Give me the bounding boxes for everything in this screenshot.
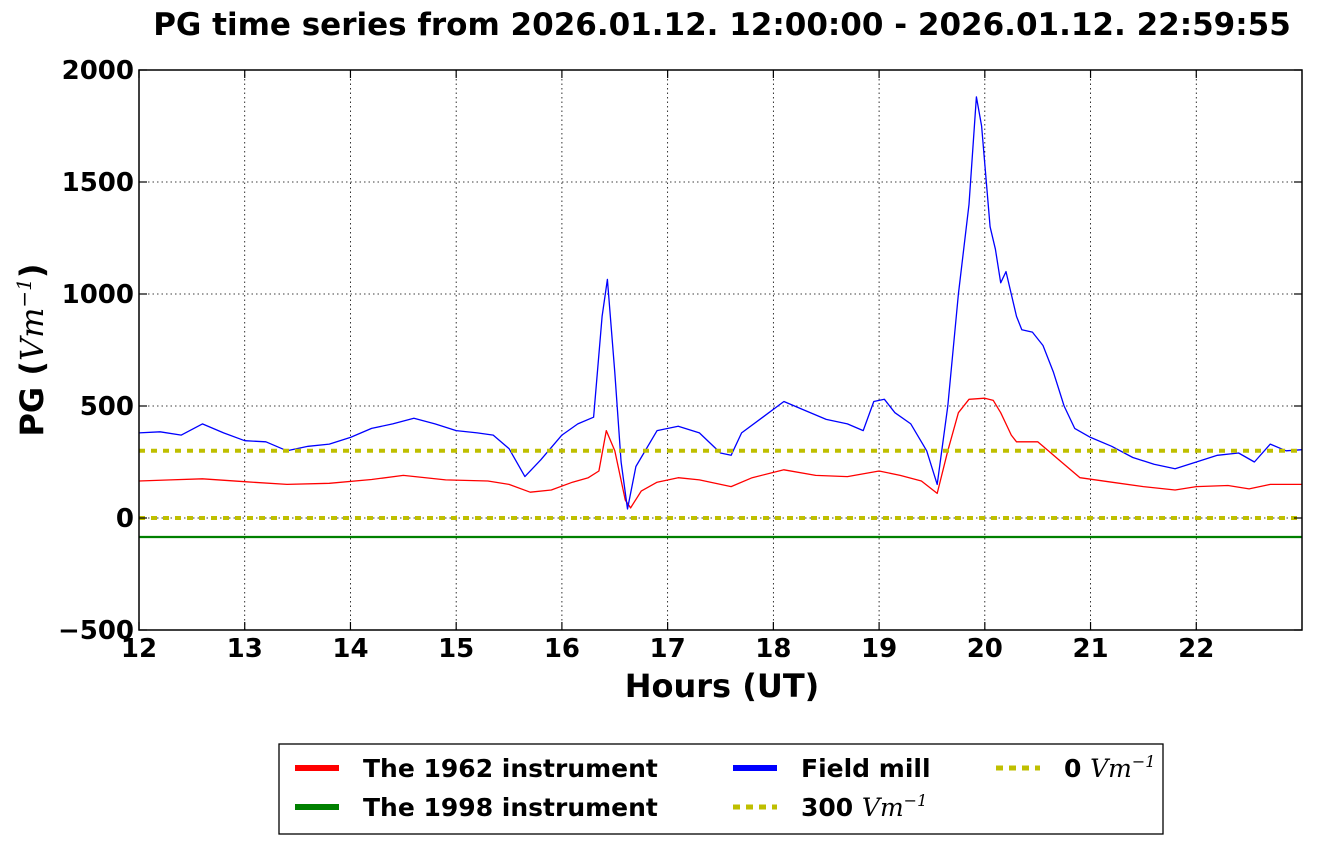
x-tick-label: 17 [650, 634, 686, 664]
y-axis-label-prefix: PG ( [13, 361, 51, 436]
axis-ticks: 12 13 14 15 16 17 18 19 20 21 22 −500 0 500 1000 1500 20… [58, 56, 1302, 664]
series-layer [138, 96, 1303, 539]
y-tick-label: 2000 [62, 56, 134, 86]
legend-label-3: 300 Vm−1 [801, 791, 927, 822]
legend-label-1: The 1998 instrument [363, 793, 658, 822]
y-axis-label-exponent: −1 [12, 278, 36, 307]
y-tick-label: 1000 [62, 280, 134, 310]
x-axis-label: Hours (UT) [625, 667, 820, 705]
y-axis-label: PG (Vm−1) [12, 263, 51, 436]
legend: The 1962 instrument The 1998 instrument Fi… [278, 743, 1164, 835]
plot-frame [138, 69, 1303, 631]
x-tick-label: 12 [121, 634, 157, 664]
legend-label-0: The 1962 instrument [363, 754, 658, 783]
x-tick-label: 19 [861, 634, 897, 664]
y-axis-label-unit: Vm [13, 308, 51, 361]
x-tick-label: 16 [544, 634, 580, 664]
y-tick-label: −500 [58, 616, 134, 646]
grid-lines [139, 70, 1302, 630]
legend-label-4: 0 Vm−1 [1064, 752, 1155, 783]
legend-box [278, 743, 1164, 835]
x-tick-label: 21 [1072, 634, 1108, 664]
x-tick-label: 20 [967, 634, 1003, 664]
y-tick-label: 0 [116, 504, 134, 534]
series-line-0 [138, 397, 1302, 509]
x-tick-label: 18 [755, 634, 791, 664]
x-tick-label: 15 [438, 634, 474, 664]
legend-label-2: Field mill [801, 754, 931, 783]
chart-title: PG time series from 2026.01.12. 12:00:00… [153, 7, 1291, 43]
series-line-2 [138, 96, 1303, 510]
x-tick-label: 14 [332, 634, 368, 664]
y-tick-label: 500 [80, 392, 134, 422]
y-tick-label: 1500 [62, 168, 134, 198]
y-axis-label-suffix: ) [13, 263, 51, 278]
x-tick-label: 22 [1178, 634, 1214, 664]
x-tick-label: 13 [227, 634, 263, 664]
